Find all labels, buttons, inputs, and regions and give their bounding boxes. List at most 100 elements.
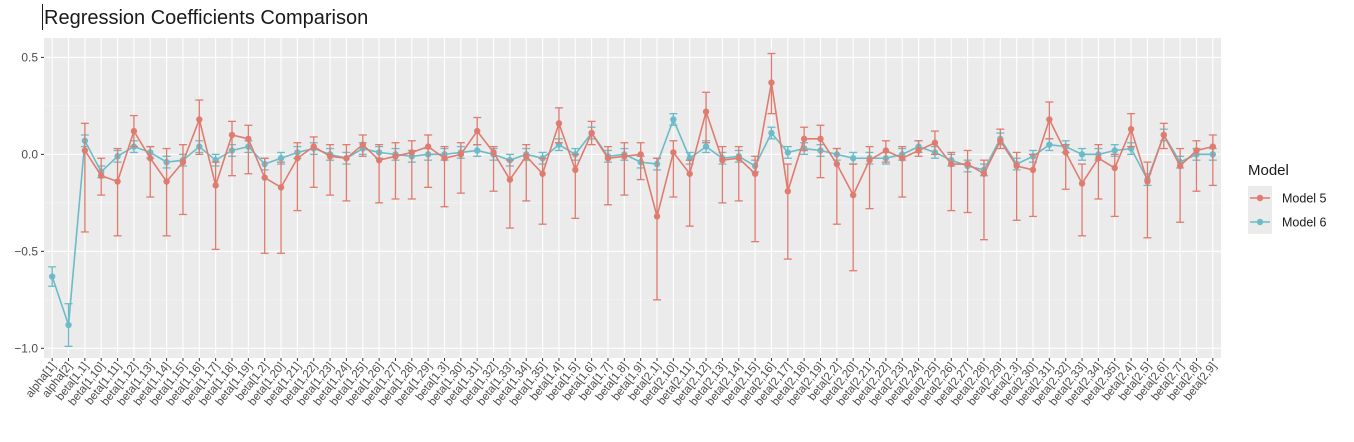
y-tick-label: 0.5: [21, 50, 38, 64]
model-5-point: [392, 153, 399, 160]
model-5-point: [212, 182, 219, 189]
legend-title: Model: [1248, 162, 1289, 179]
model-5-point: [539, 170, 546, 177]
model-5-point: [784, 188, 791, 195]
legend: Model Model 5 Model 6: [1248, 162, 1327, 234]
model-5-point: [751, 170, 759, 177]
model-5-point: [621, 153, 628, 160]
model-6-point: [768, 129, 775, 137]
y-axis: −1.0 −0.5 0.0 0.5: [14, 50, 44, 355]
model-5-point: [702, 108, 710, 115]
model-6-point: [277, 155, 285, 162]
model-5-point: [1127, 125, 1135, 133]
model-6-point: [670, 116, 677, 123]
model-5-point: [310, 143, 317, 150]
legend-label: Model 6: [1282, 216, 1327, 230]
model-5-line: [84, 82, 1214, 220]
series-layer: [48, 52, 1217, 348]
model-5-point: [931, 139, 939, 146]
model-5-point: [81, 147, 89, 154]
legend-key-point: [1256, 218, 1264, 226]
model-5-point: [277, 184, 285, 191]
series-model-5: [80, 52, 1217, 301]
model-5-point: [1046, 116, 1053, 123]
model-6-point: [48, 273, 56, 280]
model-5-point: [1078, 180, 1086, 187]
legend-key-point: [1256, 194, 1264, 202]
model-6-point: [474, 147, 481, 154]
model-5-point: [719, 156, 726, 164]
model-6-point: [702, 143, 710, 150]
model-5-point: [653, 213, 661, 220]
model-5-point: [408, 149, 416, 156]
model-5-point: [359, 141, 366, 148]
model-5-point: [196, 116, 203, 123]
model-5-point: [424, 143, 432, 150]
model-5-point: [457, 151, 465, 158]
model-5-point: [588, 129, 595, 137]
model-5-point: [670, 149, 677, 156]
model-5-point: [130, 127, 138, 135]
model-5-point: [147, 155, 154, 162]
model-5-point: [1209, 143, 1217, 150]
model-5-point: [474, 127, 481, 135]
chart-title: Regression Coefficients Comparison: [44, 7, 368, 29]
y-tick-label: −1.0: [14, 341, 38, 355]
model-5-point: [964, 160, 971, 168]
model-5-point: [997, 137, 1004, 144]
model-5-point: [179, 158, 187, 166]
model-5-point: [375, 156, 383, 164]
model-5-point: [686, 170, 693, 177]
model-6-point: [1111, 147, 1118, 154]
model-5-point: [1095, 155, 1102, 162]
model-5-point: [1144, 178, 1151, 185]
model-5-point: [163, 178, 170, 185]
legend-label: Model 5: [1282, 192, 1327, 206]
model-5-point: [980, 170, 988, 177]
model-5-point: [294, 155, 301, 162]
model-6-point: [784, 149, 791, 156]
model-5-point: [245, 135, 252, 143]
model-5-point: [735, 155, 742, 162]
model-5-point: [1160, 131, 1167, 139]
model-5-point: [948, 160, 955, 168]
model-5-point: [800, 135, 808, 143]
model-5-point: [915, 147, 922, 154]
model-5-point: [326, 153, 334, 160]
model-5-point: [1013, 162, 1020, 170]
plot-panel: [44, 38, 1221, 358]
model-5-point: [1111, 164, 1118, 172]
model-5-point: [114, 178, 121, 185]
model-5-point: [1062, 149, 1069, 156]
model-5-point: [1176, 162, 1184, 170]
model-5-point: [637, 151, 644, 158]
model-6-point: [1046, 141, 1053, 148]
y-tick-label: 0.0: [21, 147, 38, 161]
x-axis: alpha[1]alpha[2]beta[1,1]beta[1,10]beta[…: [24, 358, 1219, 408]
model-5-point: [572, 166, 579, 174]
model-5-point: [523, 153, 530, 160]
model-5-point: [441, 155, 448, 162]
model-5-point: [1193, 147, 1200, 154]
model-6-point: [1078, 151, 1086, 158]
model-5-point: [555, 120, 563, 127]
model-5-point: [882, 147, 890, 154]
model-6-point: [849, 155, 857, 162]
model-5-point: [228, 131, 236, 139]
panel-background: [44, 38, 1221, 358]
model-5-point: [506, 176, 514, 183]
model-5-point: [866, 156, 873, 164]
model-5-point: [261, 174, 268, 181]
model-5-point: [343, 155, 350, 162]
y-tick-label: −0.5: [14, 244, 38, 258]
model-5-point: [98, 172, 105, 179]
model-5-point: [849, 191, 857, 199]
model-5-point: [768, 79, 775, 86]
model-5-point: [1029, 166, 1037, 174]
model-5-point: [604, 155, 612, 162]
model-5-point: [899, 155, 906, 162]
model-5-point: [833, 160, 841, 168]
model-5-point: [817, 135, 824, 143]
model-5-point: [490, 149, 497, 156]
